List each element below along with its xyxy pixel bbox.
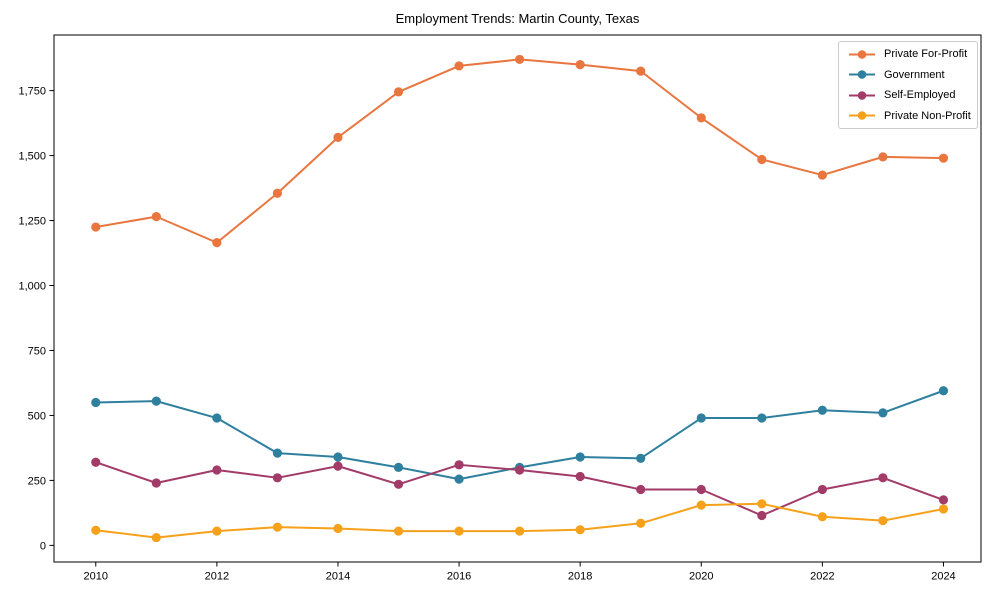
series-marker-self-employed bbox=[878, 473, 888, 483]
series-marker-private-for-profit bbox=[91, 222, 101, 232]
series-marker-private-non-profit bbox=[151, 532, 161, 543]
series-marker-private-for-profit bbox=[212, 238, 222, 248]
series-marker-private-non-profit bbox=[454, 526, 464, 536]
series-marker-private-non-profit bbox=[91, 525, 101, 535]
y-tick-label: 1,500 bbox=[18, 151, 46, 163]
series-marker-government bbox=[817, 405, 827, 415]
legend-item-private-non-profit: Private Non-Profit bbox=[839, 106, 977, 127]
y-tick-label: 0 bbox=[40, 540, 46, 552]
legend-item-self-employed: Self-Employed bbox=[839, 85, 977, 106]
y-tick-label: 1,250 bbox=[18, 216, 46, 228]
series-marker-private-for-profit bbox=[333, 132, 343, 142]
series-marker-private-for-profit bbox=[757, 154, 767, 165]
series-marker-private-non-profit bbox=[878, 516, 888, 526]
legend-label: Private For-Profit bbox=[884, 48, 968, 61]
series-marker-private-non-profit bbox=[272, 522, 283, 532]
series-marker-private-for-profit bbox=[272, 188, 283, 198]
legend-line-marker-icon bbox=[849, 90, 875, 100]
series-marker-private-non-profit bbox=[817, 512, 827, 522]
series-marker-self-employed bbox=[636, 484, 646, 495]
series-marker-government bbox=[938, 386, 949, 396]
series-marker-government bbox=[878, 408, 888, 418]
series-marker-self-employed bbox=[757, 510, 767, 521]
series-marker-self-employed bbox=[938, 495, 949, 505]
legend-line-marker-icon bbox=[849, 49, 875, 59]
y-tick-label: 250 bbox=[28, 475, 46, 487]
legend-label: Government bbox=[884, 68, 945, 81]
series-marker-government bbox=[393, 462, 404, 473]
series-marker-government bbox=[212, 413, 222, 423]
x-tick-label: 2014 bbox=[326, 571, 350, 583]
series-marker-government bbox=[91, 397, 101, 408]
x-tick-label: 2022 bbox=[810, 571, 834, 583]
series-marker-private-non-profit bbox=[636, 518, 646, 528]
series-line-private-for-profit bbox=[94, 58, 945, 244]
series-marker-private-for-profit bbox=[454, 61, 464, 71]
series-marker-private-non-profit bbox=[757, 499, 767, 509]
x-tick-label: 2016 bbox=[447, 571, 471, 583]
series-marker-private-non-profit bbox=[938, 504, 949, 514]
series-marker-self-employed bbox=[212, 465, 222, 475]
y-tick-label: 1,000 bbox=[18, 281, 46, 293]
y-tick-label: 750 bbox=[28, 345, 46, 357]
series-marker-private-for-profit bbox=[393, 87, 404, 97]
series-marker-self-employed bbox=[696, 484, 706, 495]
x-tick-label: 2020 bbox=[689, 571, 713, 583]
series-marker-private-for-profit bbox=[151, 212, 161, 222]
series-marker-private-for-profit bbox=[575, 60, 585, 70]
series-marker-private-non-profit bbox=[575, 525, 585, 535]
series-marker-government bbox=[272, 448, 283, 458]
y-tick-label: 500 bbox=[28, 410, 46, 422]
y-tick-label: 1,750 bbox=[18, 86, 46, 98]
series-marker-government bbox=[333, 452, 343, 462]
series-marker-self-employed bbox=[515, 465, 525, 475]
legend-item-private-for-profit: Private For-Profit bbox=[839, 44, 977, 65]
series-marker-self-employed bbox=[393, 479, 404, 489]
series-marker-private-for-profit bbox=[515, 54, 525, 65]
legend-label: Private Non-Profit bbox=[884, 109, 971, 122]
x-tick-label: 2012 bbox=[205, 571, 229, 583]
series-marker-private-for-profit bbox=[817, 170, 827, 180]
series-marker-self-employed bbox=[817, 484, 827, 495]
legend-label: Self-Employed bbox=[884, 89, 956, 102]
series-marker-private-non-profit bbox=[515, 526, 525, 536]
series-marker-self-employed bbox=[333, 461, 343, 471]
plot-border bbox=[53, 34, 982, 563]
legend-line-marker-icon bbox=[849, 111, 875, 121]
series-marker-private-for-profit bbox=[938, 153, 949, 163]
series-marker-government bbox=[636, 453, 646, 463]
legend: Private For-Profit Government Self-Employe… bbox=[838, 41, 978, 129]
series-marker-self-employed bbox=[151, 478, 161, 488]
series-marker-government bbox=[757, 413, 767, 423]
series-marker-government bbox=[151, 396, 161, 406]
x-tick-label: 2024 bbox=[931, 571, 955, 583]
series-marker-private-for-profit bbox=[696, 113, 706, 123]
series-marker-government bbox=[575, 452, 585, 462]
x-tick-label: 2018 bbox=[568, 571, 592, 583]
legend-item-government: Government bbox=[839, 65, 977, 86]
series-marker-self-employed bbox=[454, 460, 464, 470]
series-marker-government bbox=[454, 474, 464, 484]
series-marker-self-employed bbox=[91, 457, 101, 467]
legend-line-marker-icon bbox=[849, 70, 875, 80]
series-marker-private-for-profit bbox=[878, 152, 888, 162]
series-marker-private-non-profit bbox=[333, 523, 343, 534]
x-tick-label: 2010 bbox=[84, 571, 108, 583]
series-marker-self-employed bbox=[272, 473, 283, 483]
series-marker-private-non-profit bbox=[212, 526, 222, 536]
series-marker-private-non-profit bbox=[393, 526, 404, 536]
chart-title: Employment Trends: Martin County, Texas bbox=[395, 11, 640, 26]
series-marker-government bbox=[696, 413, 706, 423]
series-marker-private-non-profit bbox=[696, 500, 706, 510]
series-marker-self-employed bbox=[575, 471, 585, 482]
series-marker-private-for-profit bbox=[636, 66, 646, 76]
